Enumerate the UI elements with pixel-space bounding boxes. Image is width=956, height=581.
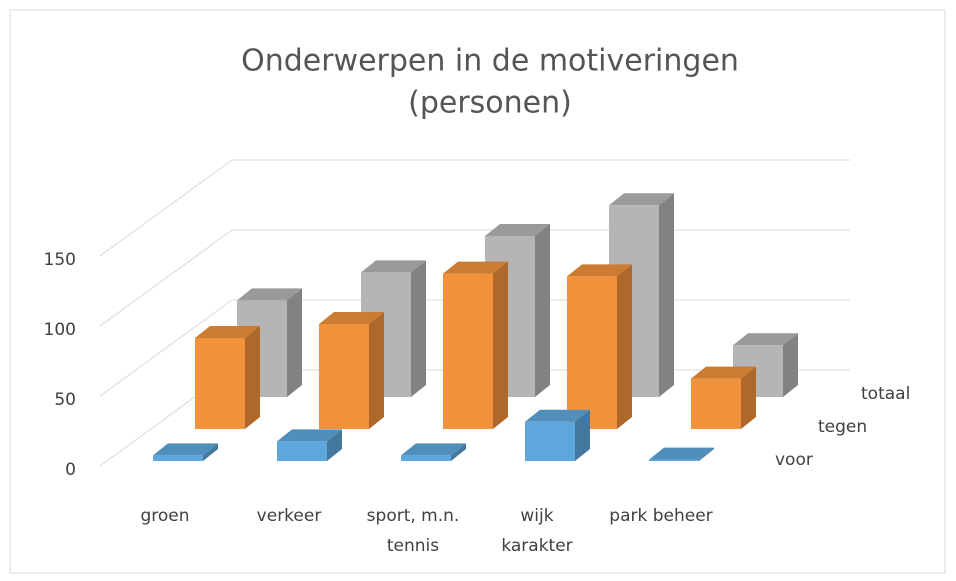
- bar-side: [327, 429, 342, 461]
- bar-side: [699, 447, 714, 461]
- bar-side: [245, 326, 260, 429]
- x-tick-label-line: karakter: [501, 536, 572, 556]
- bar-top: [567, 264, 632, 277]
- bar-side: [535, 224, 550, 397]
- x-tick-label: groen: [140, 506, 189, 526]
- y-tick-label: 0: [65, 460, 76, 480]
- series-label: voor: [775, 450, 813, 470]
- bar: [691, 378, 741, 429]
- chart-title: Onderwerpen in de motiveringen: [241, 44, 739, 79]
- bar-side: [369, 312, 384, 429]
- bar: [401, 455, 451, 461]
- series-label: totaal: [861, 384, 910, 404]
- bar-top: [195, 326, 260, 338]
- bar: [195, 338, 245, 429]
- bar: [153, 455, 203, 461]
- bar-side: [411, 260, 426, 397]
- y-tick-label: 50: [54, 390, 76, 410]
- bar-top: [525, 409, 590, 422]
- bar: [567, 276, 617, 429]
- bar: [319, 324, 369, 429]
- bar: [649, 459, 699, 461]
- bar: [525, 421, 575, 461]
- bar-top: [733, 333, 798, 346]
- x-tick-label: verkeer: [257, 506, 322, 526]
- grid-line: [99, 159, 233, 257]
- bar-side: [783, 333, 798, 397]
- bar: [277, 441, 327, 461]
- bar-top: [443, 261, 508, 274]
- y-tick-label: 150: [44, 250, 76, 270]
- bar-side: [617, 264, 632, 429]
- bar-top: [609, 193, 674, 206]
- bar-top: [691, 366, 756, 379]
- x-tick-label: sport, m.n. tennis: [367, 506, 460, 556]
- bar-side: [741, 366, 756, 429]
- x-tick-label-line: sport, m.n.: [367, 506, 460, 526]
- bar-top: [237, 288, 302, 301]
- bar-side: [287, 288, 302, 397]
- bar-side: [203, 443, 218, 461]
- bar-top: [319, 312, 384, 324]
- x-tick-label: wijk karakter: [501, 506, 572, 556]
- bar-side: [659, 193, 674, 397]
- bar-top: [485, 224, 550, 236]
- x-tick-label-line: wijk: [520, 506, 553, 526]
- bar-side: [493, 261, 508, 429]
- bar-top: [153, 443, 218, 456]
- bar-top: [649, 447, 714, 460]
- grid-line: [99, 229, 233, 327]
- chart-subtitle: (personen): [408, 86, 572, 121]
- bar-top: [361, 260, 426, 273]
- bar-top: [277, 429, 342, 442]
- bar-side: [451, 443, 466, 461]
- grid-line: [99, 299, 233, 397]
- x-tick-label: park beheer: [609, 506, 712, 526]
- x-tick-label-line: tennis: [387, 536, 439, 556]
- bar-top: [401, 443, 466, 456]
- series-label: tegen: [818, 417, 867, 437]
- y-tick-label: 100: [44, 320, 76, 340]
- bar-side: [575, 409, 590, 461]
- bar: [443, 273, 493, 429]
